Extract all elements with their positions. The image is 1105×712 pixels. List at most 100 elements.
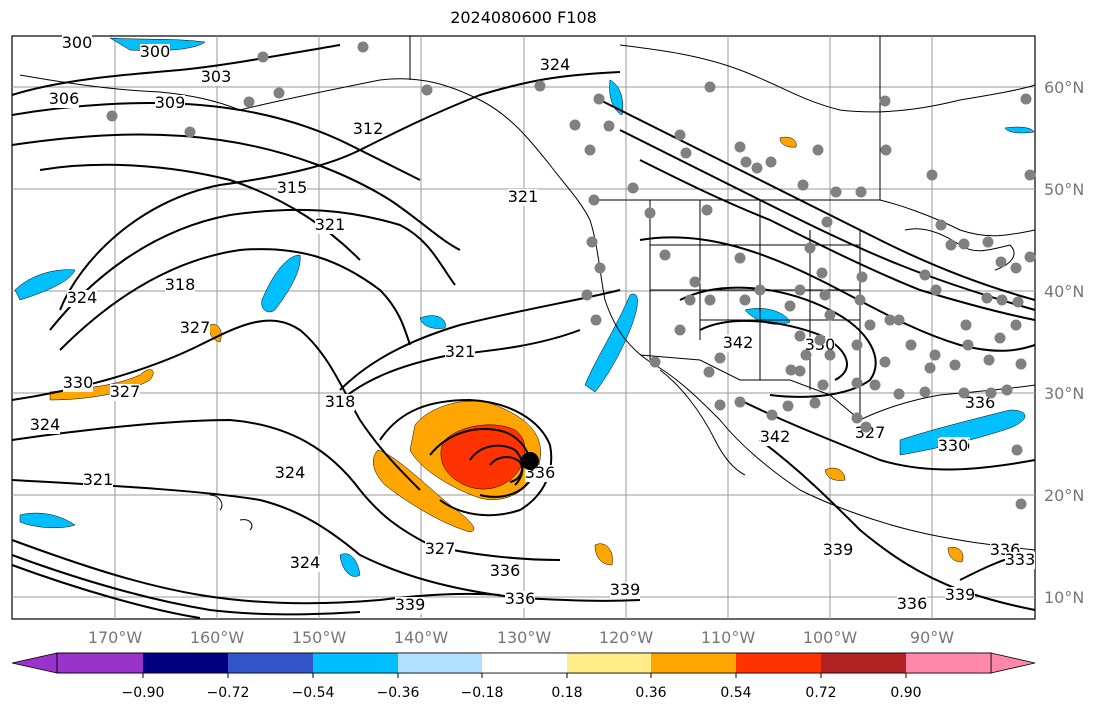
latitude-label: 50°N [1044, 180, 1084, 199]
station-dot [584, 144, 596, 156]
latitude-label: 10°N [1044, 588, 1084, 607]
contour-label: 306 [49, 89, 80, 108]
contour-label-background [165, 277, 195, 294]
contour-label: 324 [67, 288, 98, 307]
contour-label: 330 [938, 436, 969, 455]
latitude-label: 40°N [1044, 282, 1084, 301]
contour-label: 327 [110, 382, 141, 401]
negative-anomaly-patch [1004, 126, 1035, 134]
colorbar-segment [143, 653, 228, 673]
contour-line [379, 398, 553, 517]
contour-label-background [180, 320, 210, 337]
station-dot [1015, 498, 1027, 510]
contour-label: 324 [540, 55, 571, 74]
contour-label-background [353, 121, 383, 138]
station-dot [594, 262, 606, 274]
longitude-label: 150°W [292, 628, 347, 647]
station-dot [879, 95, 891, 107]
longitude-label: 90°W [910, 628, 954, 647]
contour-label: 315 [277, 178, 308, 197]
contour-label: 324 [30, 415, 61, 434]
station-dot [985, 387, 997, 399]
contour-label-background [290, 555, 320, 572]
border-us-mexico [639, 354, 861, 421]
colorbar-tick-label: −0.90 [122, 685, 165, 701]
contour-label: 336 [505, 589, 536, 608]
station-dot [581, 289, 593, 301]
contour-value-labels: 300 300 303 306 309 312 315 321 318 324 327 330 327 3… [30, 33, 1036, 614]
contour-label: 321 [83, 470, 114, 489]
station-dot [590, 314, 602, 326]
contour-label-background [945, 587, 975, 604]
colorbar-outline [56, 652, 992, 674]
station-dot [851, 377, 863, 389]
contour-label-background [445, 344, 475, 361]
longitude-label: 120°W [599, 628, 654, 647]
station-dot [766, 409, 778, 421]
contour-label: 303 [201, 67, 232, 86]
station-dot [949, 359, 961, 371]
station-dot [740, 156, 752, 168]
contour-label-background [30, 417, 60, 434]
longitude-labels: 170°W 160°W 150°W 140°W 130°W 120°W 110°W 100°W… [88, 628, 954, 647]
station-dot [804, 242, 816, 254]
contour-line [619, 129, 1036, 311]
contour-label: 327 [425, 539, 456, 558]
positive-anomaly-patch [824, 467, 846, 481]
station-dot [884, 314, 896, 326]
coastline-hawaii [209, 494, 253, 531]
colorbar-segment [567, 653, 651, 673]
latitude-label: 20°N [1044, 486, 1084, 505]
station-dot [765, 156, 777, 168]
contour-line [11, 554, 361, 616]
station-dot [809, 397, 821, 409]
contour-label-background [897, 596, 927, 613]
contour-label-background [425, 541, 455, 558]
station-dot [812, 144, 824, 156]
contour-label: 309 [155, 93, 186, 112]
station-dot [864, 319, 876, 331]
colorbar-segment [651, 653, 736, 673]
contour-label: 324 [290, 553, 321, 572]
contour-label: 333 [1005, 550, 1036, 569]
contour-label: 318 [165, 275, 196, 294]
contour-label-background [965, 395, 995, 412]
contour-line [699, 319, 848, 381]
longitude-label: 160°W [190, 628, 245, 647]
station-dot [421, 84, 433, 96]
contour-label: 339 [395, 595, 426, 614]
contour-label-background [201, 69, 231, 86]
station-dot [603, 120, 615, 132]
colorbar-tick-label: 0.18 [551, 685, 582, 701]
contour-label: 321 [445, 342, 476, 361]
contour-line [11, 418, 561, 561]
station-dot [1001, 384, 1013, 396]
station-dot [880, 144, 892, 156]
station-dot [357, 41, 369, 53]
contour-label-background [540, 57, 570, 74]
station-dot [983, 354, 995, 366]
contour-lines [11, 44, 1036, 619]
station-dot [830, 186, 842, 198]
station-dot [879, 356, 891, 368]
station-dot [919, 269, 931, 281]
contour-label: 339 [823, 540, 854, 559]
contour-label-background [315, 217, 345, 234]
station-dot [1011, 444, 1023, 456]
colorbar-tick-label: −0.72 [207, 685, 250, 701]
station-dot [273, 87, 285, 99]
station-dot [534, 80, 546, 92]
contour-line [11, 133, 461, 251]
contour-label-background [508, 189, 538, 206]
station-dot [814, 334, 826, 346]
station-dot [856, 271, 868, 283]
station-dot [782, 400, 794, 412]
contour-label-background [1005, 552, 1035, 569]
contour-label: 324 [275, 463, 306, 482]
station-dot [981, 292, 993, 304]
shaded-anomaly-areas [14, 37, 1035, 577]
contour-label: 336 [897, 594, 928, 613]
contour-label-background [275, 465, 305, 482]
coastline-great-lakes [904, 228, 1015, 271]
station-dot [674, 324, 686, 336]
